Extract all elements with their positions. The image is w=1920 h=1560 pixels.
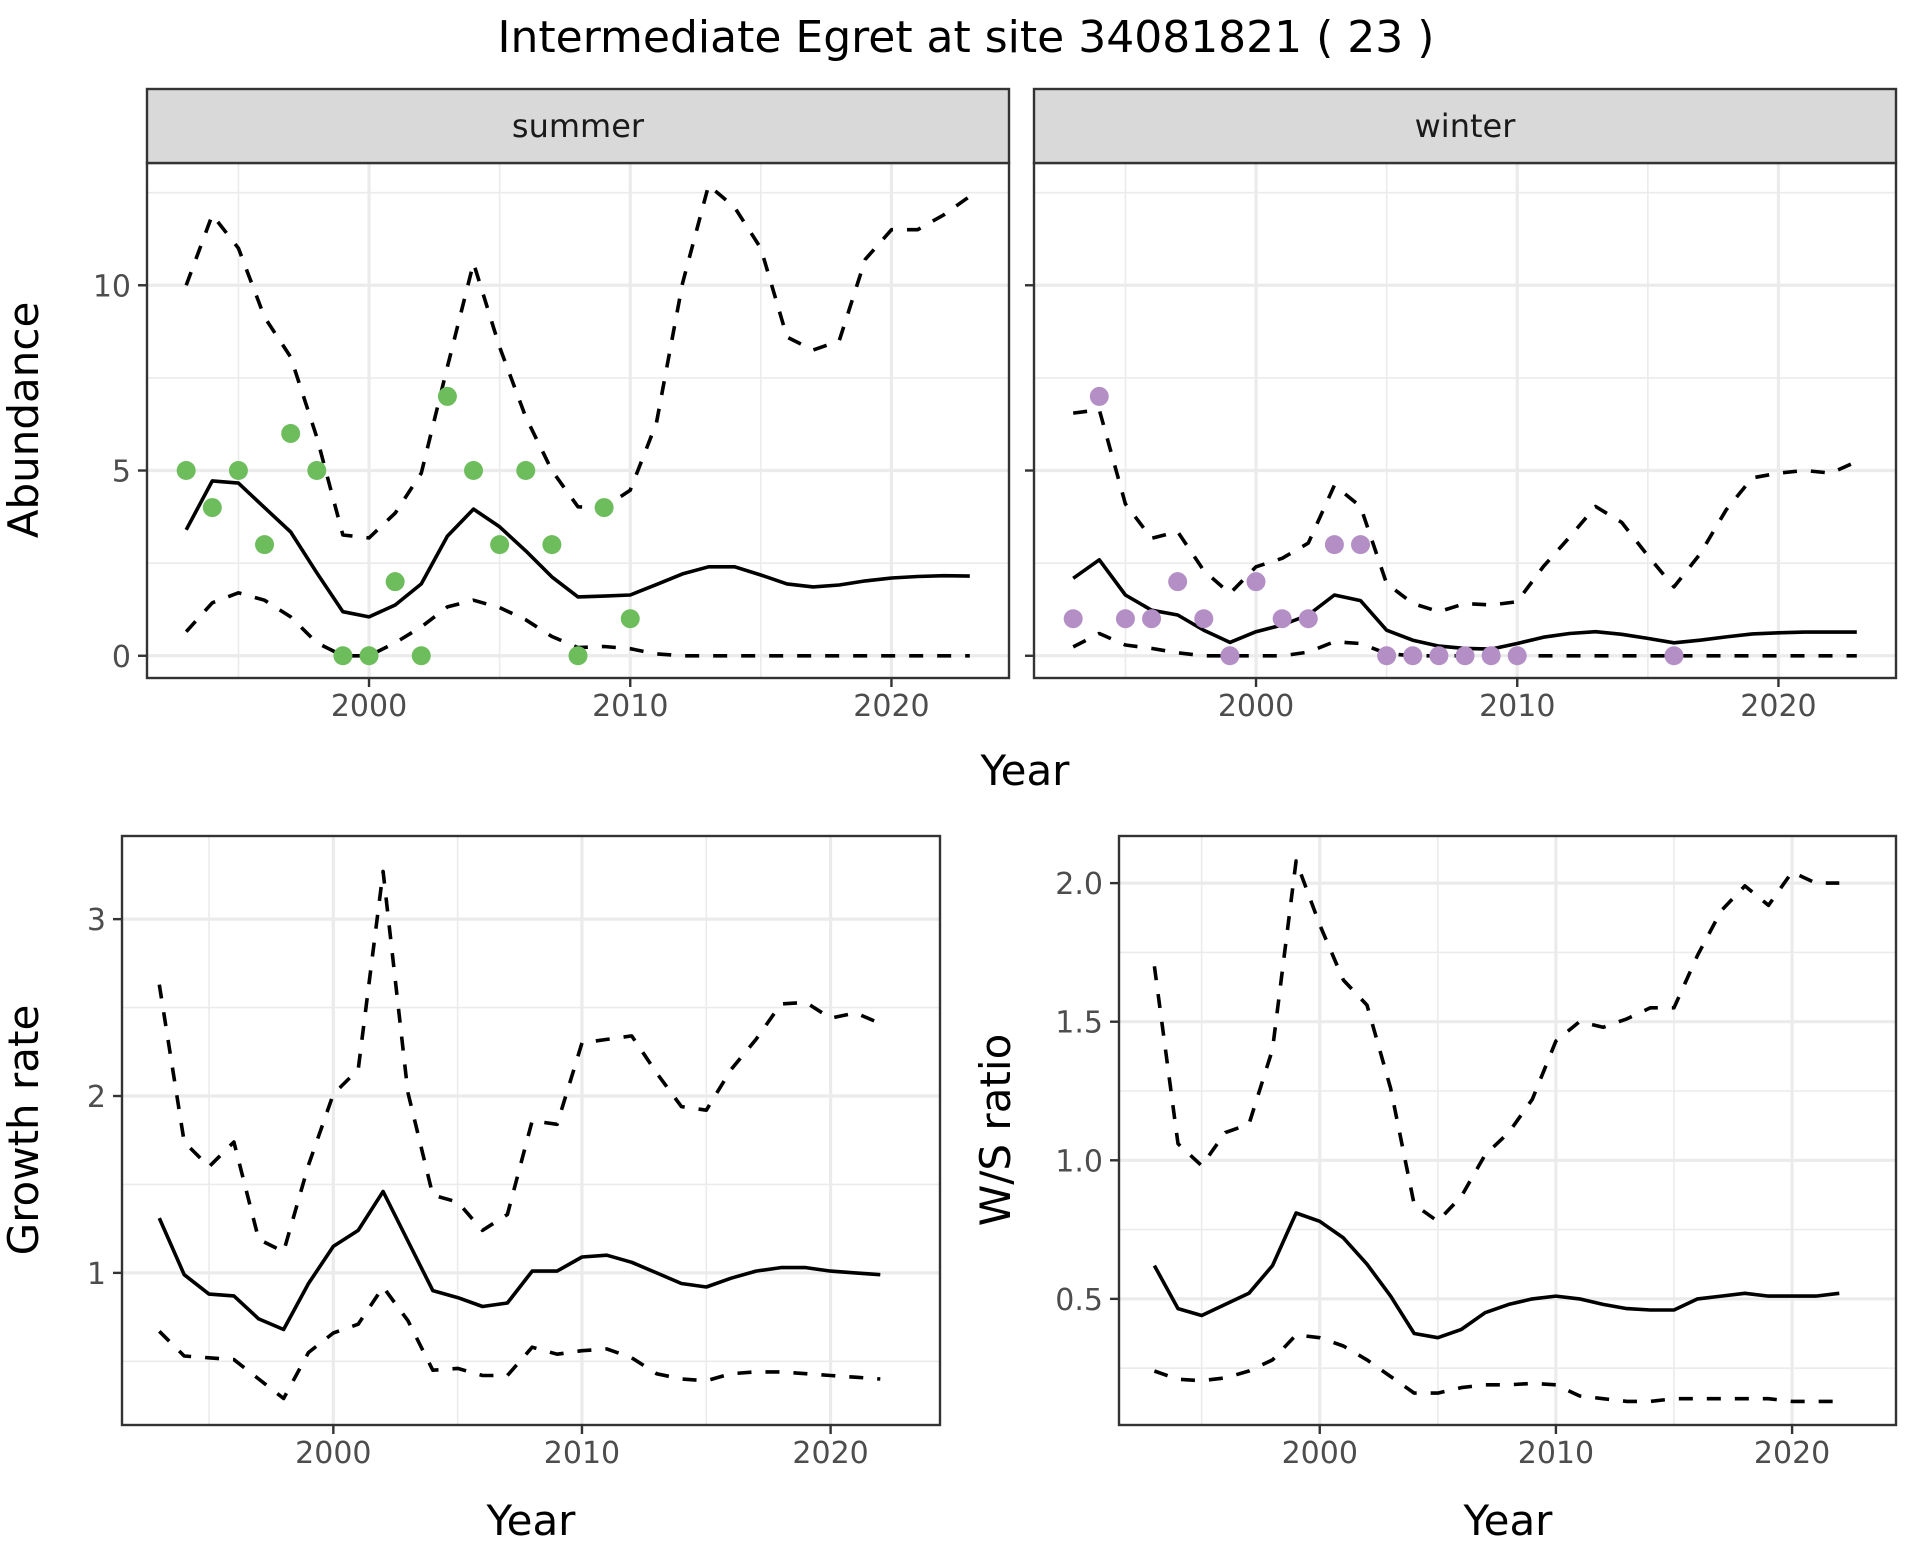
observed-point <box>281 423 301 443</box>
median-line <box>184 479 970 619</box>
observed-point <box>1115 609 1135 629</box>
y-tick-label: 10 <box>93 269 131 304</box>
observed-point <box>1429 646 1449 666</box>
observed-point <box>411 646 431 666</box>
y-tick-label: 1 <box>87 1257 106 1292</box>
x-tick-label: 2020 <box>853 689 929 724</box>
observed-point <box>1298 609 1318 629</box>
observed-point <box>1324 535 1344 555</box>
observed-point <box>228 461 248 481</box>
facet-strip-label: summer <box>512 107 645 145</box>
x-tick-label: 2020 <box>1754 1436 1830 1471</box>
x-tick-label: 2000 <box>295 1436 371 1471</box>
panel-summer: 2000 2010 2020 0 5 10 summer <box>93 87 1011 724</box>
y-tick-label: 0 <box>112 640 131 675</box>
plot-background <box>147 163 1009 678</box>
observed-point <box>542 535 562 555</box>
observed-point <box>1455 646 1475 666</box>
x-tick-label: 2010 <box>544 1436 620 1471</box>
panel-border <box>120 834 942 1427</box>
lower-bound-line <box>1153 1333 1840 1404</box>
ws-x-axis-title: Year <box>1463 1496 1554 1545</box>
observed-point <box>1246 572 1266 592</box>
y-tick-label: 1.0 <box>1055 1144 1103 1179</box>
upper-bound-line <box>184 183 971 540</box>
observed-point <box>594 498 614 518</box>
facet-strip-label: winter <box>1415 107 1517 145</box>
abundance-x-axis-title: Year <box>980 746 1071 795</box>
observed-point <box>1403 646 1423 666</box>
panel-growth-rate: 2000 2010 2020 1 2 3 <box>87 834 942 1471</box>
y-tick-label: 1.5 <box>1055 1006 1103 1041</box>
y-tick-label: 5 <box>112 455 131 490</box>
observed-point <box>1194 609 1214 629</box>
observed-point <box>1377 646 1397 666</box>
x-tick-label: 2010 <box>1518 1436 1594 1471</box>
observed-point <box>1089 386 1109 406</box>
observed-point <box>1507 646 1527 666</box>
observed-point <box>202 498 222 518</box>
median-line <box>157 1189 881 1332</box>
observed-point <box>255 535 275 555</box>
upper-bound-line <box>1072 408 1858 614</box>
y-tick-label: 0.5 <box>1055 1283 1103 1318</box>
x-tick-label: 2000 <box>1218 689 1294 724</box>
observed-point <box>307 461 327 481</box>
abundance-y-axis-title: Abundance <box>0 302 48 539</box>
observed-point <box>385 572 405 592</box>
observed-point <box>1664 646 1684 666</box>
y-tick-label: 3 <box>87 903 106 938</box>
observed-point <box>176 461 196 481</box>
panel-winter: 2000 2010 2020 winter <box>1025 87 1898 724</box>
plot-background <box>1119 836 1896 1425</box>
panel-border <box>1117 834 1898 1427</box>
observed-point <box>437 386 457 406</box>
x-tick-label: 2000 <box>1282 1436 1358 1471</box>
observed-point <box>1272 609 1292 629</box>
panel-ws-ratio: 2000 2010 2020 0.5 1.0 1.5 2.0 <box>1055 834 1898 1471</box>
observed-point <box>516 461 536 481</box>
ws-y-axis-title: W/S ratio <box>971 1034 1020 1227</box>
observed-point <box>1351 535 1371 555</box>
observed-point <box>359 646 379 666</box>
chart-title: Intermediate Egret at site 34081821 ( 23… <box>498 12 1435 63</box>
facet-strip <box>1032 87 1898 165</box>
lower-bound-line <box>158 1285 881 1401</box>
observed-point <box>1063 609 1083 629</box>
plot-background <box>1034 163 1896 678</box>
facet-strip <box>145 87 1011 165</box>
observed-point <box>1220 646 1240 666</box>
observed-point <box>568 646 588 666</box>
x-tick-label: 2010 <box>592 689 668 724</box>
median-line <box>1152 1211 1840 1340</box>
observed-point <box>490 535 510 555</box>
observed-point <box>464 461 484 481</box>
x-tick-label: 2020 <box>792 1436 868 1471</box>
x-tick-label: 2000 <box>331 689 407 724</box>
growth-y-axis-title: Growth rate <box>0 1005 48 1256</box>
y-tick-label: 2 <box>87 1080 106 1115</box>
x-tick-label: 2020 <box>1740 689 1816 724</box>
observed-point <box>1481 646 1501 666</box>
observed-point <box>1142 609 1162 629</box>
y-tick-label: 2.0 <box>1055 867 1103 902</box>
x-tick-label: 2010 <box>1479 689 1555 724</box>
observed-point <box>620 609 640 629</box>
growth-x-axis-title: Year <box>486 1496 577 1545</box>
observed-point <box>333 646 353 666</box>
upper-bound-line <box>1152 859 1840 1224</box>
observed-point <box>1168 572 1188 592</box>
